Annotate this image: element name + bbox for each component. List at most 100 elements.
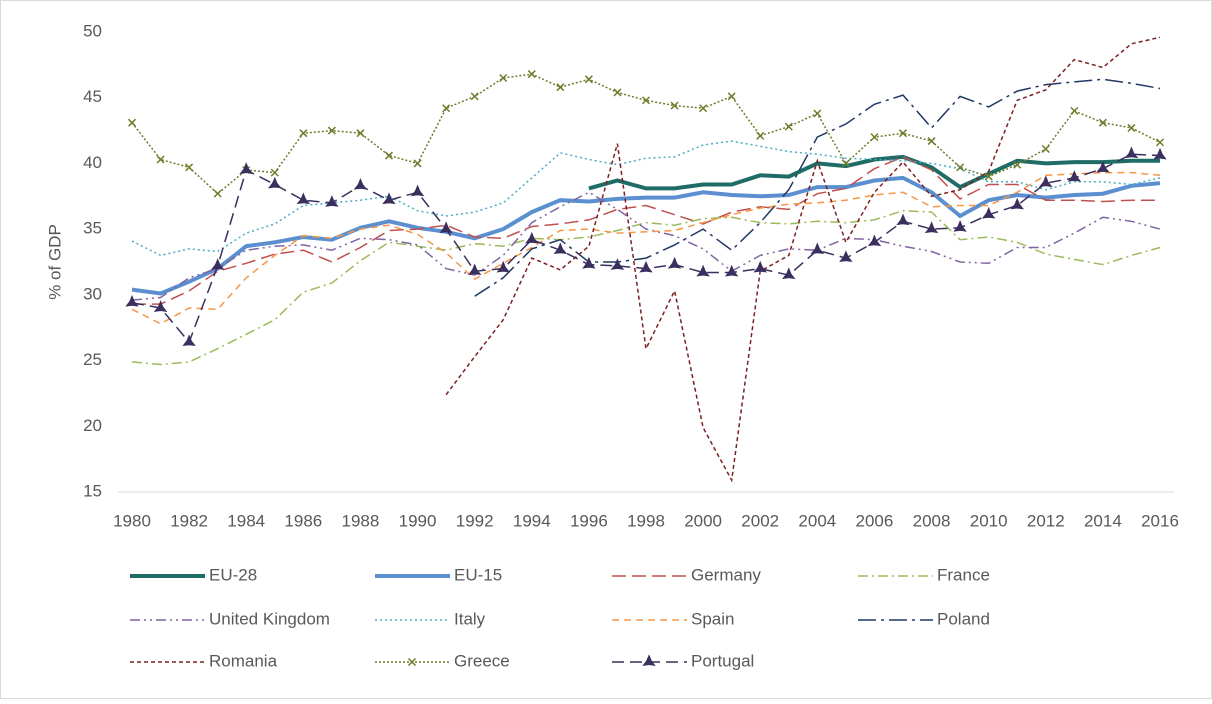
point-marker (270, 168, 279, 177)
x-tick-label: 1998 (627, 511, 665, 530)
point-marker (1155, 138, 1165, 147)
point-marker (1070, 106, 1079, 115)
point-marker (182, 334, 196, 347)
y-tick-label: 40 (83, 153, 102, 172)
point-marker (553, 242, 568, 255)
x-tick-label: 1986 (284, 511, 322, 530)
point-marker (841, 159, 850, 168)
x-tick-label: 1990 (399, 511, 437, 530)
point-marker (756, 131, 765, 140)
point-marker (1067, 170, 1082, 182)
point-marker (867, 234, 882, 247)
point-marker (439, 221, 453, 234)
point-marker (642, 654, 656, 666)
x-tick-label: 1982 (170, 511, 208, 530)
point-marker (839, 250, 853, 262)
point-marker (613, 88, 622, 97)
y-tick-label: 15 (83, 481, 102, 500)
point-marker (984, 172, 993, 181)
legend-label: EU-28 (209, 565, 257, 584)
point-marker (610, 258, 625, 270)
point-marker (556, 83, 565, 92)
point-marker (382, 192, 396, 205)
point-marker (956, 163, 965, 172)
point-marker (125, 294, 139, 307)
point-marker (810, 242, 825, 255)
x-tick-label: 1984 (227, 511, 265, 530)
point-marker (442, 104, 451, 113)
x-tick-label: 2008 (913, 511, 951, 530)
point-marker (696, 264, 710, 277)
point-marker (185, 163, 194, 172)
x-tick-label: 1980 (113, 511, 151, 530)
x-tick-label: 2006 (856, 511, 894, 530)
legend-label: Romania (209, 651, 278, 670)
point-marker (127, 118, 137, 127)
point-marker (699, 104, 708, 113)
point-marker (413, 159, 422, 168)
point-marker (267, 176, 282, 189)
point-marker (153, 300, 168, 312)
legend-label: France (937, 565, 990, 584)
point-marker (527, 70, 536, 79)
point-marker (213, 189, 222, 198)
y-axis-label: % of GDP (45, 224, 64, 300)
legend-label: Italy (454, 609, 486, 628)
y-tick-label: 45 (83, 87, 102, 106)
point-marker (210, 258, 225, 270)
point-marker (1098, 118, 1107, 127)
x-tick-label: 2016 (1141, 511, 1179, 530)
point-marker (470, 92, 479, 101)
point-marker (870, 133, 879, 142)
legend-label: Spain (691, 609, 734, 628)
legend-label: United Kingdom (209, 609, 330, 628)
point-marker (953, 219, 967, 232)
point-marker (582, 256, 596, 269)
point-marker (781, 267, 796, 280)
point-marker (981, 206, 996, 219)
point-marker (407, 657, 417, 667)
y-tick-label: 25 (83, 350, 102, 369)
point-marker (524, 231, 539, 244)
point-marker (724, 264, 739, 277)
point-marker (898, 129, 908, 138)
x-tick-label: 2010 (970, 511, 1008, 530)
x-tick-label: 1992 (456, 511, 494, 530)
point-marker (1127, 123, 1136, 132)
point-marker (727, 92, 736, 101)
point-marker (670, 101, 679, 110)
x-tick-label: 1994 (513, 511, 551, 530)
legend-label: Portugal (691, 651, 754, 670)
point-marker (356, 129, 365, 138)
point-marker (353, 177, 368, 190)
x-tick-label: 2000 (684, 511, 722, 530)
point-marker (584, 75, 593, 84)
point-marker (239, 162, 254, 174)
series-line (132, 156, 1160, 305)
point-marker (499, 73, 508, 83)
point-marker (896, 213, 910, 226)
x-tick-label: 1988 (342, 511, 380, 530)
x-tick-label: 2002 (741, 511, 779, 530)
y-tick-label: 30 (83, 284, 102, 303)
point-marker (1013, 160, 1022, 169)
x-tick-label: 2004 (798, 511, 836, 530)
series-line (131, 175, 1161, 296)
y-tick-label: 35 (83, 219, 102, 238)
point-marker (410, 184, 425, 197)
point-marker (327, 126, 336, 135)
series-line (131, 209, 1161, 366)
point-marker (496, 260, 511, 273)
series-line (131, 171, 1161, 325)
x-tick-label: 1996 (570, 511, 608, 530)
point-marker (641, 96, 651, 105)
point-marker (1041, 144, 1050, 154)
point-marker (1038, 175, 1053, 188)
legend-label: Poland (937, 609, 990, 628)
legend-label: Germany (691, 565, 761, 584)
point-marker (924, 221, 939, 234)
point-marker (753, 260, 768, 273)
point-marker (1096, 160, 1110, 173)
